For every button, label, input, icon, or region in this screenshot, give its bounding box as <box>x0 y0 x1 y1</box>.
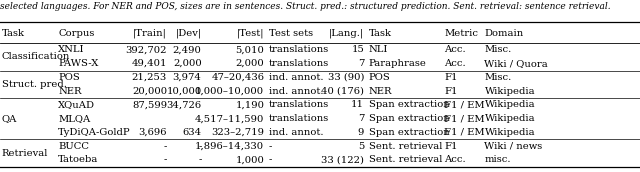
Text: Misc.: Misc. <box>484 45 512 54</box>
Text: 634: 634 <box>182 128 202 137</box>
Text: NER: NER <box>58 87 82 96</box>
Text: translations: translations <box>269 45 329 54</box>
Text: 33 (122): 33 (122) <box>321 155 364 164</box>
Text: 40 (176): 40 (176) <box>321 87 364 96</box>
Text: Struct. pred.: Struct. pred. <box>2 80 67 89</box>
Text: POS: POS <box>58 73 80 82</box>
Text: 5: 5 <box>358 142 364 151</box>
Text: XQuAD: XQuAD <box>58 100 95 109</box>
Text: Metric: Metric <box>444 29 478 38</box>
Text: translations: translations <box>269 59 329 68</box>
Text: |Dev|: |Dev| <box>175 28 202 38</box>
Text: Task: Task <box>369 29 392 38</box>
Text: Span extraction: Span extraction <box>369 100 449 109</box>
Text: Paraphrase: Paraphrase <box>369 59 426 68</box>
Text: translations: translations <box>269 100 329 109</box>
Text: Acc.: Acc. <box>444 155 466 164</box>
Text: Classification: Classification <box>2 52 70 61</box>
Text: 49,401: 49,401 <box>132 59 167 68</box>
Text: 323–2,719: 323–2,719 <box>211 128 264 137</box>
Text: F1 / EM: F1 / EM <box>444 100 484 109</box>
Text: 2,490: 2,490 <box>173 45 202 54</box>
Text: 11: 11 <box>351 100 364 109</box>
Text: 7: 7 <box>358 59 364 68</box>
Text: MLQA: MLQA <box>58 114 90 123</box>
Text: F1 / EM: F1 / EM <box>444 114 484 123</box>
Text: Misc.: Misc. <box>484 73 512 82</box>
Text: F1 / EM: F1 / EM <box>444 128 484 137</box>
Text: Domain: Domain <box>484 29 524 38</box>
Text: F1: F1 <box>444 142 458 151</box>
Text: 47–20,436: 47–20,436 <box>211 73 264 82</box>
Text: XNLI: XNLI <box>58 45 84 54</box>
Text: QA: QA <box>2 114 17 123</box>
Text: ind. annot.: ind. annot. <box>269 128 323 137</box>
Text: Wikipedia: Wikipedia <box>484 100 535 109</box>
Text: BUCC: BUCC <box>58 142 89 151</box>
Text: NLI: NLI <box>369 45 388 54</box>
Text: Tatoeba: Tatoeba <box>58 155 99 164</box>
Text: Wikipedia: Wikipedia <box>484 128 535 137</box>
Text: 2,000: 2,000 <box>236 59 264 68</box>
Text: 33 (90): 33 (90) <box>328 73 364 82</box>
Text: -: - <box>198 142 202 151</box>
Text: Acc.: Acc. <box>444 45 466 54</box>
Text: Test sets: Test sets <box>269 29 313 38</box>
Text: Task: Task <box>2 29 25 38</box>
Text: 392,702: 392,702 <box>125 45 167 54</box>
Text: 15: 15 <box>351 45 364 54</box>
Text: 3,974: 3,974 <box>173 73 202 82</box>
Text: 1,000: 1,000 <box>236 155 264 164</box>
Text: Span extraction: Span extraction <box>369 114 449 123</box>
Text: 1,000–10,000: 1,000–10,000 <box>195 87 264 96</box>
Text: 87,599: 87,599 <box>132 100 167 109</box>
Text: Wikipedia: Wikipedia <box>484 114 535 123</box>
Text: F1: F1 <box>444 87 458 96</box>
Text: 21,253: 21,253 <box>132 73 167 82</box>
Text: Acc.: Acc. <box>444 59 466 68</box>
Text: Corpus: Corpus <box>58 29 95 38</box>
Text: |Lang.|: |Lang.| <box>329 28 364 38</box>
Text: -: - <box>164 142 167 151</box>
Text: |Train|: |Train| <box>133 28 167 38</box>
Text: -: - <box>198 155 202 164</box>
Text: POS: POS <box>369 73 390 82</box>
Text: 5,010: 5,010 <box>236 45 264 54</box>
Text: -: - <box>269 155 272 164</box>
Text: Wiki / Quora: Wiki / Quora <box>484 59 548 68</box>
Text: 3,696: 3,696 <box>138 128 167 137</box>
Text: TyDiQA-GoldP: TyDiQA-GoldP <box>58 128 131 137</box>
Text: ind. annot.: ind. annot. <box>269 73 323 82</box>
Text: selected languages. For NER and POS, sizes are in sentences. Struct. pred.: stru: selected languages. For NER and POS, siz… <box>0 2 611 11</box>
Text: -: - <box>269 142 272 151</box>
Text: Sent. retrieval: Sent. retrieval <box>369 142 442 151</box>
Text: 9: 9 <box>358 128 364 137</box>
Text: Wiki / news: Wiki / news <box>484 142 543 151</box>
Text: Sent. retrieval: Sent. retrieval <box>369 155 442 164</box>
Text: Wikipedia: Wikipedia <box>484 87 535 96</box>
Text: ind. annot.: ind. annot. <box>269 87 323 96</box>
Text: 10,000: 10,000 <box>166 87 202 96</box>
Text: 1,190: 1,190 <box>236 100 264 109</box>
Text: 7: 7 <box>358 114 364 123</box>
Text: misc.: misc. <box>484 155 511 164</box>
Text: |Test|: |Test| <box>237 28 264 38</box>
Text: 34,726: 34,726 <box>166 100 202 109</box>
Text: Retrieval: Retrieval <box>2 149 48 158</box>
Text: PAWS-X: PAWS-X <box>58 59 99 68</box>
Text: -: - <box>164 155 167 164</box>
Text: 2,000: 2,000 <box>173 59 202 68</box>
Text: Span extraction: Span extraction <box>369 128 449 137</box>
Text: translations: translations <box>269 114 329 123</box>
Text: 20,000: 20,000 <box>132 87 167 96</box>
Text: 4,517–11,590: 4,517–11,590 <box>195 114 264 123</box>
Text: NER: NER <box>369 87 392 96</box>
Text: 1,896–14,330: 1,896–14,330 <box>195 142 264 151</box>
Text: F1: F1 <box>444 73 458 82</box>
